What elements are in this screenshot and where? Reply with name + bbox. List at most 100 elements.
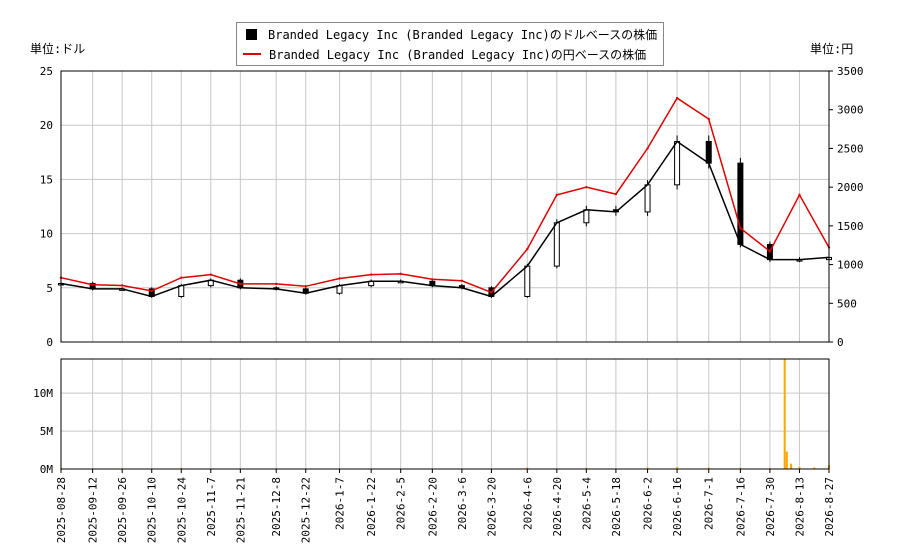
- jpy-series-point: [707, 117, 710, 121]
- legend-swatch-usd: [246, 28, 257, 40]
- x-tick-label: 2026-1-7: [334, 477, 347, 530]
- x-tick-label: 2025-11-7: [205, 477, 218, 537]
- jpy-series-point: [304, 285, 307, 288]
- volume-bar: [676, 467, 679, 469]
- left-axis-unit: 単位:ドル: [30, 42, 86, 56]
- volume-bar: [813, 467, 816, 469]
- right-y-tick-label: 1500: [837, 220, 864, 233]
- x-tick-label: 2026-2-5: [395, 477, 408, 530]
- volume-bar: [585, 467, 588, 469]
- x-tick-label: 2026-2-20: [426, 477, 439, 537]
- jpy-series-point: [369, 273, 373, 276]
- volume-plot-area: [60, 358, 830, 470]
- usd-candle-body: [737, 162, 744, 245]
- volume-bar: [707, 467, 710, 469]
- jpy-series-point: [646, 147, 649, 150]
- left-y-tick-label: 25: [40, 65, 53, 78]
- jpy-series-point: [739, 226, 742, 230]
- x-tick-label: 2026-5-4: [580, 477, 593, 530]
- usd-candle-body: [705, 140, 712, 164]
- right-y-tick-label: 1000: [837, 259, 864, 272]
- jpy-series-point: [768, 250, 772, 253]
- volume-y-tick-label: 5M: [40, 425, 54, 438]
- price-plot-border: [60, 70, 830, 343]
- volume-bar: [790, 463, 793, 469]
- legend-item-usd: Branded Legacy Inc (Branded Legacy Inc)の…: [243, 25, 657, 43]
- right-y-tick-label: 500: [837, 297, 857, 310]
- x-tick-label: 2025-09-12: [87, 477, 100, 543]
- legend: Branded Legacy Inc (Branded Legacy Inc)の…: [236, 22, 664, 66]
- x-tick-label: 2026-4-6: [521, 477, 534, 530]
- legend-label-usd: Branded Legacy Inc (Branded Legacy Inc)の…: [268, 27, 658, 42]
- legend-label-jpy: Branded Legacy Inc (Branded Legacy Inc)の…: [269, 47, 647, 62]
- usd-candle-body: [336, 285, 343, 294]
- jpy-series-point: [239, 282, 242, 286]
- x-tick-label: 2025-10-24: [175, 477, 188, 544]
- price-plot-area: [60, 70, 830, 343]
- volume-bar: [783, 359, 786, 469]
- jpy-series-point: [150, 289, 153, 293]
- right-axis-unit: 単位:円: [810, 42, 854, 56]
- x-tick-label: 2025-12-8: [270, 477, 283, 537]
- x-tick-label: 2025-10-10: [146, 477, 159, 543]
- x-tick-label: 2026-1-22: [365, 477, 378, 537]
- jpy-series-point: [431, 278, 434, 281]
- usd-candle-body: [644, 184, 651, 213]
- jpy-series-point: [585, 185, 588, 189]
- usd-candle-body: [524, 265, 531, 297]
- right-y-tick-label: 3500: [837, 65, 864, 78]
- usd-candle-body: [583, 209, 590, 224]
- left-y-tick-label: 20: [40, 119, 53, 132]
- volume-y-tick-label: 10M: [33, 387, 53, 400]
- x-tick-label: 2025-08-28: [55, 477, 68, 543]
- jpy-series-point: [460, 279, 464, 283]
- x-tick-label: 2026-8-27: [823, 477, 836, 537]
- x-tick-label: 2026-4-20: [551, 477, 564, 537]
- usd-candle-body: [178, 285, 185, 297]
- right-y-tick-label: 0: [837, 336, 844, 349]
- x-tick-label: 2026-7-16: [734, 477, 747, 537]
- right-y-tick-label: 3000: [837, 104, 864, 117]
- legend-swatch-jpy: [243, 53, 261, 55]
- x-tick-label: 2026-6-16: [671, 477, 684, 537]
- volume-bar: [739, 467, 742, 469]
- jpy-series-point: [798, 193, 801, 197]
- x-tick-label: 2026-7-30: [764, 477, 777, 537]
- x-tick-label: 2026-5-18: [610, 477, 623, 537]
- volume-bar: [526, 467, 529, 469]
- volume-bar: [646, 467, 649, 469]
- right-y-tick-label: 2000: [837, 181, 864, 194]
- jpy-series-point: [675, 96, 679, 100]
- right-y-tick-label: 2500: [837, 142, 864, 155]
- x-tick-label: 2025-12-22: [300, 477, 313, 543]
- volume-bar: [785, 451, 788, 469]
- x-tick-label: 2026-6-2: [642, 477, 655, 530]
- jpy-series-point: [526, 247, 529, 251]
- x-tick-label: 2026-3-6: [456, 477, 469, 530]
- left-y-tick-label: 0: [46, 336, 53, 349]
- jpy-series-point: [120, 284, 124, 287]
- jpy-series-line: [60, 97, 830, 294]
- x-tick-label: 2026-7-1: [703, 477, 716, 530]
- jpy-series-point: [614, 192, 618, 196]
- jpy-series-point: [91, 283, 94, 286]
- volume-y-tick-label: 0M: [40, 463, 54, 476]
- left-y-tick-label: 10: [40, 228, 53, 241]
- left-y-tick-label: 15: [40, 173, 53, 186]
- jpy-series-point: [399, 272, 402, 276]
- x-tick-label: 2025-09-26: [116, 477, 129, 543]
- jpy-series-point: [490, 291, 493, 294]
- usd-candle-body: [674, 140, 681, 186]
- usd-series-line: [60, 140, 830, 298]
- x-tick-label: 2026-3-20: [485, 477, 498, 537]
- volume-bar: [798, 466, 801, 469]
- volume-bar: [180, 467, 183, 469]
- x-tick-label: 2025-11-21: [234, 477, 247, 543]
- legend-item-jpy: Branded Legacy Inc (Branded Legacy Inc)の…: [243, 45, 646, 63]
- jpy-series-point: [555, 193, 559, 197]
- volume-plot-border: [60, 358, 830, 470]
- usd-candle-body: [553, 222, 560, 267]
- jpy-series-point: [209, 273, 213, 276]
- left-y-tick-label: 5: [46, 282, 53, 295]
